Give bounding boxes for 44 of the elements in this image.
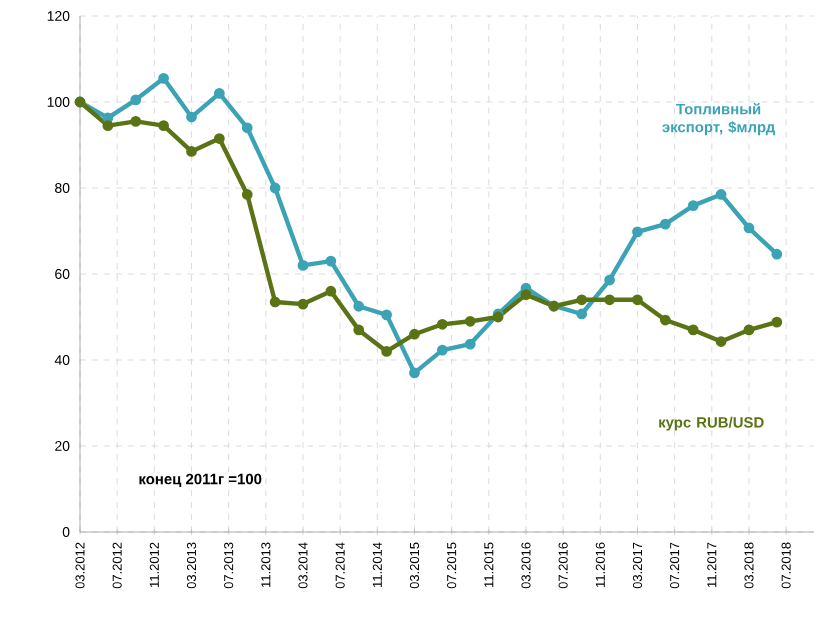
point bbox=[241, 189, 253, 200]
point bbox=[269, 182, 281, 194]
point bbox=[436, 318, 448, 330]
point bbox=[353, 324, 365, 336]
point bbox=[715, 336, 727, 347]
point bbox=[576, 308, 588, 320]
point bbox=[186, 146, 197, 157]
point bbox=[743, 222, 755, 234]
point bbox=[325, 285, 337, 297]
point bbox=[659, 218, 671, 230]
point bbox=[632, 294, 643, 306]
point bbox=[102, 120, 114, 132]
point bbox=[325, 255, 337, 267]
point bbox=[158, 72, 169, 84]
point bbox=[771, 248, 783, 260]
point bbox=[464, 315, 476, 327]
point bbox=[659, 314, 671, 326]
point bbox=[381, 309, 392, 321]
point bbox=[687, 324, 699, 336]
point bbox=[743, 324, 755, 336]
point bbox=[381, 346, 392, 357]
point bbox=[241, 122, 253, 134]
point bbox=[297, 298, 309, 310]
point bbox=[158, 120, 169, 132]
point bbox=[687, 200, 699, 211]
point bbox=[604, 294, 615, 306]
point bbox=[353, 300, 365, 312]
point bbox=[576, 294, 588, 306]
point bbox=[520, 289, 532, 301]
point bbox=[213, 133, 225, 144]
point bbox=[130, 94, 142, 106]
point bbox=[715, 189, 727, 200]
point bbox=[436, 344, 448, 356]
point bbox=[409, 328, 420, 340]
point bbox=[632, 226, 643, 238]
point bbox=[186, 111, 197, 123]
point bbox=[409, 367, 420, 379]
point bbox=[771, 316, 783, 328]
point bbox=[464, 338, 476, 350]
point bbox=[297, 260, 309, 271]
point bbox=[269, 296, 281, 308]
point bbox=[604, 274, 615, 286]
point bbox=[213, 88, 225, 99]
point bbox=[130, 115, 142, 127]
